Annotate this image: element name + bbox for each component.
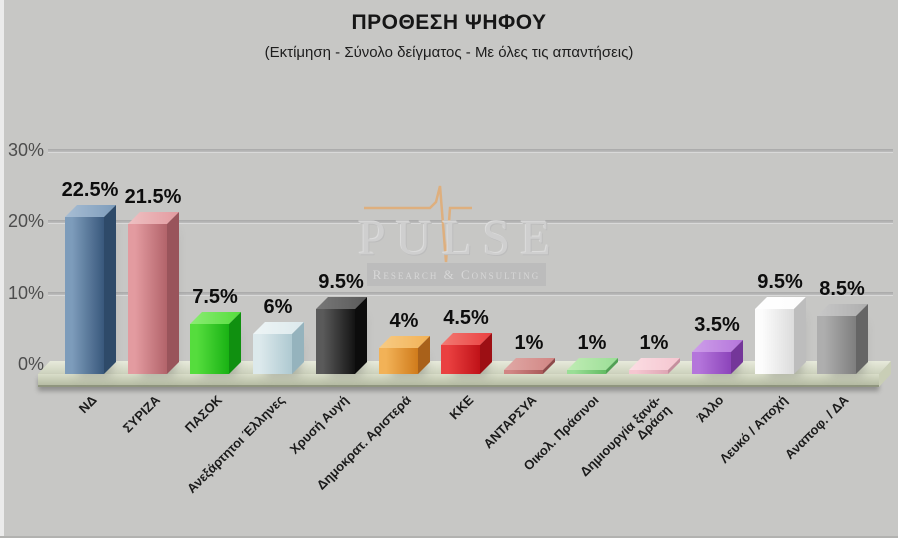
bar-front-face: [128, 224, 167, 374]
gridline-10: [48, 292, 893, 296]
y-tick-label: 0%: [17, 354, 44, 374]
bar-value-label: 7.5%: [192, 286, 238, 308]
bar-side-face: [292, 322, 304, 374]
bar-top-face: [441, 333, 492, 345]
bar-gray: [817, 304, 868, 374]
bar-front-face: [817, 316, 856, 374]
chart-title: ΠΡΟΘΕΣΗ ΨΗΦΟΥ: [351, 11, 547, 34]
y-tick-label: 10%: [7, 283, 44, 303]
category-label-text: Αναποφ. / ΔΑ: [782, 392, 852, 463]
category-label-text: Χρυσή Αυγή: [286, 392, 351, 457]
bar-value-label: 8.5%: [819, 278, 865, 300]
bar-front-face: [316, 309, 355, 374]
bar-front-face: [379, 348, 418, 374]
category-label-text: ΚΚΕ: [445, 392, 476, 423]
bar-top-face: [128, 212, 179, 224]
bar-front-face: [504, 370, 543, 374]
bar-top-face: [316, 297, 367, 309]
bar-side-face: [167, 212, 179, 374]
bar-value-label: 9.5%: [757, 271, 803, 293]
bar-top-face: [629, 358, 680, 370]
category-label-text: ΠΑΣΟΚ: [181, 392, 225, 436]
bar-side-face: [104, 205, 116, 374]
window-edge-bottom: [0, 536, 898, 538]
bar-top-face: [567, 358, 618, 370]
category-label-text: ΝΔ: [76, 392, 100, 417]
bar-dusty-rose: [128, 212, 179, 374]
bar-value-label: 1%: [639, 332, 669, 354]
bar-steel-blue: [65, 205, 116, 374]
chart-floor-front: [38, 374, 879, 387]
bar-black: [316, 297, 367, 374]
bar-top-face: [190, 312, 241, 324]
bar-white: [755, 297, 806, 374]
bar-front-face: [441, 345, 480, 374]
bar-value-label: 4.5%: [443, 307, 489, 329]
category-label-text: Λευκό / Αποχή: [716, 392, 790, 467]
bar-front-face: [65, 217, 104, 374]
gridline-20: [48, 220, 893, 224]
bar-light-green: [567, 358, 618, 374]
bar-front-face: [755, 309, 794, 374]
watermark-brand: PULSE: [358, 209, 561, 265]
bar-value-label: 1%: [577, 332, 607, 354]
y-tick-label: 30%: [7, 140, 44, 160]
bar-front-face: [629, 370, 668, 374]
bar-value-label: 1%: [514, 332, 544, 354]
pulse-ecg-icon: [364, 185, 472, 263]
bar-value-label: 22.5%: [61, 179, 119, 201]
bar-top-face: [253, 322, 304, 334]
bar-value-label: 21.5%: [124, 186, 182, 208]
bar-front-face: [190, 324, 229, 374]
bar-light-pink: [629, 358, 680, 374]
bar-side-face: [229, 312, 241, 374]
bar-green: [190, 312, 241, 374]
bar-top-face: [755, 297, 806, 309]
bar-pale-blue: [253, 322, 304, 374]
bar-red: [441, 333, 492, 374]
watermark-tagline: Research & Consulting: [367, 263, 546, 286]
bar-top-face: [65, 205, 116, 217]
bar-orange: [379, 336, 430, 374]
category-label-text: Άλλο: [693, 392, 727, 426]
bar-value-label: 3.5%: [694, 314, 740, 336]
watermark-tagline-text: Research & Consulting: [372, 267, 541, 282]
bar-side-face: [355, 297, 367, 374]
bar-front-face: [253, 334, 292, 374]
bar-value-label: 4%: [389, 310, 419, 332]
category-label-text: ΣΥΡΙΖΑ: [119, 392, 163, 436]
bar-side-face: [794, 297, 806, 374]
bar-front-face: [692, 352, 731, 374]
bar-side-face: [856, 304, 868, 374]
bar-purple: [692, 340, 743, 374]
bar-front-face: [567, 370, 606, 374]
bar-side-face: [480, 333, 492, 374]
bar-side-face: [418, 336, 430, 374]
window-edge-left: [0, 0, 4, 538]
y-tick-label: 20%: [7, 211, 44, 231]
bar-value-label: 9.5%: [318, 271, 364, 293]
bar-top-face: [692, 340, 743, 352]
bar-top-face: [817, 304, 868, 316]
bar-top-face: [504, 358, 555, 370]
bar-value-label: 6%: [263, 296, 293, 318]
chart-subtitle: (Εκτίμηση - Σύνολο δείγματος - Με όλες τ…: [264, 44, 634, 61]
gridline-30: [48, 149, 893, 153]
category-label-text: ΑΝΤΑΡΣΥΑ: [479, 392, 539, 452]
bar-dark-rose: [504, 358, 555, 374]
bar-top-face: [379, 336, 430, 348]
